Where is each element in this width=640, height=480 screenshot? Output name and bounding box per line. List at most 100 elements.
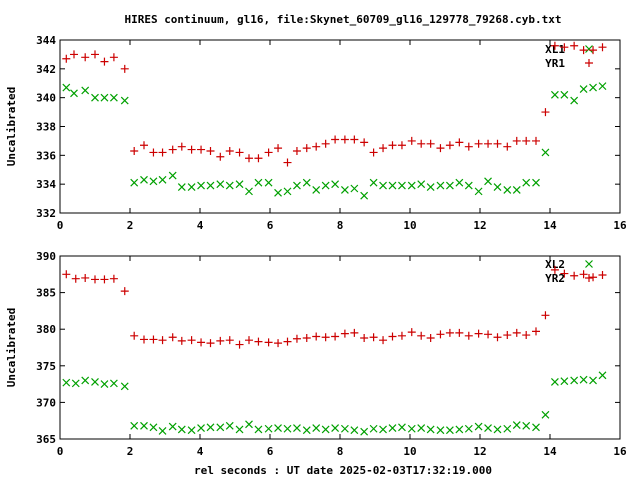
data-point xyxy=(109,93,118,102)
data-point xyxy=(522,331,531,340)
x-tick-label: 6 xyxy=(267,445,274,458)
data-point xyxy=(187,145,196,154)
y-tick-label: 344 xyxy=(36,34,56,47)
data-point xyxy=(283,424,292,433)
data-point xyxy=(292,334,301,343)
data-point xyxy=(541,148,550,157)
data-point xyxy=(493,333,502,342)
data-point xyxy=(312,332,321,341)
data-point xyxy=(254,337,263,346)
data-point xyxy=(532,327,540,336)
data-point xyxy=(598,82,607,91)
x-tick-label: 8 xyxy=(337,219,344,232)
data-point xyxy=(388,181,397,190)
legend-label: YR1 xyxy=(545,57,565,70)
data-point xyxy=(464,142,473,151)
data-point xyxy=(225,336,234,345)
y-axis-label: Uncalibrated xyxy=(5,87,18,166)
data-point xyxy=(532,136,540,145)
y-tick-label: 370 xyxy=(36,396,56,409)
data-point xyxy=(541,410,550,419)
data-point xyxy=(168,145,177,154)
data-point xyxy=(187,336,196,345)
data-point xyxy=(140,421,148,430)
data-point xyxy=(550,41,559,50)
data-point xyxy=(360,138,369,147)
data-point xyxy=(331,180,340,189)
data-point xyxy=(130,331,139,340)
data-point xyxy=(197,145,206,154)
chart-title: HIRES continuum, gl16, file:Skynet_60709… xyxy=(124,13,561,26)
data-point xyxy=(321,139,330,148)
data-point xyxy=(120,287,129,296)
data-point xyxy=(245,420,253,429)
x-axis-label: rel seconds : UT date 2025-02-03T17:32:1… xyxy=(194,464,492,477)
data-point xyxy=(503,186,512,194)
data-point xyxy=(321,425,330,434)
data-point xyxy=(293,424,301,432)
legend-marker xyxy=(585,59,593,67)
data-point xyxy=(436,330,445,339)
data-point xyxy=(484,177,492,186)
data-point xyxy=(445,426,454,435)
data-point xyxy=(331,332,340,341)
data-point xyxy=(474,139,483,148)
data-point xyxy=(598,271,607,280)
data-point xyxy=(274,424,282,432)
data-point xyxy=(264,338,273,347)
data-point xyxy=(426,425,435,434)
data-point xyxy=(91,50,99,59)
plot-frame xyxy=(59,39,621,214)
data-point xyxy=(532,178,540,187)
data-point xyxy=(331,135,340,144)
x-tick-label: 16 xyxy=(613,445,627,458)
x-tick-label: 14 xyxy=(543,445,557,458)
data-point xyxy=(187,183,196,191)
data-point xyxy=(407,181,416,190)
data-point xyxy=(158,336,167,345)
data-point xyxy=(560,269,569,278)
data-point xyxy=(120,96,129,105)
data-point xyxy=(379,425,387,434)
data-point xyxy=(264,424,273,433)
data-point xyxy=(474,187,483,196)
bottom-panel: 0 2 4 6 8 10 12 14 16 365 370 375 380 385 390 Uncalibra… xyxy=(5,250,627,458)
data-point xyxy=(109,379,118,388)
data-point xyxy=(379,144,388,153)
data-point xyxy=(302,178,311,187)
data-point xyxy=(109,53,118,62)
data-point xyxy=(589,46,598,55)
data-point xyxy=(570,271,579,280)
data-point xyxy=(369,148,378,157)
legend-label: YR2 xyxy=(545,272,565,285)
data-point xyxy=(579,270,588,279)
data-point xyxy=(321,333,330,342)
data-point xyxy=(81,376,90,385)
data-point xyxy=(464,181,473,190)
data-point xyxy=(81,53,90,62)
data-point xyxy=(379,181,387,190)
y-tick-label: 380 xyxy=(36,323,56,336)
data-point xyxy=(168,333,177,342)
data-point xyxy=(62,54,71,63)
y-tick-label: 334 xyxy=(36,178,56,191)
data-point xyxy=(503,424,512,433)
data-point xyxy=(177,336,186,345)
data-point xyxy=(589,83,597,92)
data-point xyxy=(445,328,454,337)
data-point xyxy=(130,178,139,187)
data-point xyxy=(197,181,205,190)
x-tick-label: 8 xyxy=(337,445,344,458)
data-point xyxy=(550,265,559,274)
data-point xyxy=(71,274,80,283)
data-point xyxy=(484,139,493,148)
legend-label: XL2 xyxy=(545,258,565,271)
data-point xyxy=(283,158,292,167)
data-point xyxy=(100,275,109,284)
series-yr1 xyxy=(62,41,607,167)
data-point xyxy=(512,186,521,194)
data-point xyxy=(350,135,359,144)
data-point xyxy=(245,187,253,196)
data-point xyxy=(560,377,569,386)
